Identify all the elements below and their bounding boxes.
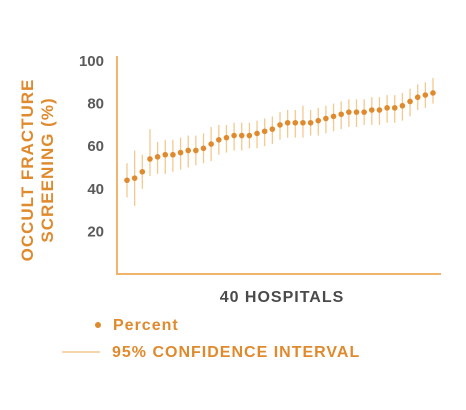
data-point [384, 105, 390, 111]
data-point [407, 98, 413, 105]
data-point [292, 119, 299, 126]
data-point [422, 92, 429, 98]
y-tick-labels: 20 40 60 80 100 [79, 53, 104, 240]
data-point [346, 109, 352, 115]
data-point [154, 154, 161, 160]
data-point [170, 151, 176, 158]
data-point [162, 151, 169, 158]
confidence-intervals [126, 78, 434, 206]
y-axis-label-line-2: SCREENING (%) [38, 97, 57, 242]
data-point [277, 122, 283, 128]
data-point [223, 134, 230, 141]
legend-point-label: Percent [113, 317, 179, 334]
y-tick-label: 80 [87, 96, 104, 113]
data-point [238, 132, 245, 139]
data-point [430, 90, 436, 96]
data-point [177, 149, 184, 156]
data-point [193, 147, 199, 154]
data-point [261, 128, 268, 135]
data-point [131, 175, 138, 181]
data-point [391, 105, 398, 111]
data-points [124, 90, 436, 184]
data-point [369, 107, 375, 113]
data-point [399, 102, 406, 109]
data-point [338, 111, 345, 118]
data-point [216, 137, 222, 143]
data-point [185, 147, 191, 154]
legend-interval-label: 95% CONFIDENCE INTERVAL [112, 344, 360, 361]
data-point [414, 94, 421, 101]
data-point [284, 119, 291, 126]
y-tick-label: 40 [87, 181, 104, 198]
data-point [300, 119, 306, 126]
data-point [361, 109, 367, 115]
y-axis-label-line-1: OCCULT FRACTURE [18, 79, 37, 262]
data-point [124, 177, 130, 184]
data-point [376, 107, 383, 113]
x-axis-label: 40 HOSPITALS [220, 289, 345, 306]
data-point [200, 145, 207, 152]
data-point [353, 109, 360, 115]
data-point [254, 130, 260, 137]
y-tick-label: 20 [87, 223, 104, 240]
legend-point-marker [95, 322, 101, 328]
data-point [147, 156, 153, 162]
data-point [269, 126, 276, 132]
data-point [307, 119, 314, 126]
data-point [330, 113, 337, 120]
data-point [208, 141, 214, 147]
data-point [246, 132, 253, 139]
y-tick-label: 60 [87, 138, 104, 155]
data-point [323, 115, 329, 122]
data-point [139, 168, 146, 175]
data-point [231, 132, 237, 139]
y-tick-label: 100 [79, 53, 104, 70]
data-point [315, 117, 322, 124]
